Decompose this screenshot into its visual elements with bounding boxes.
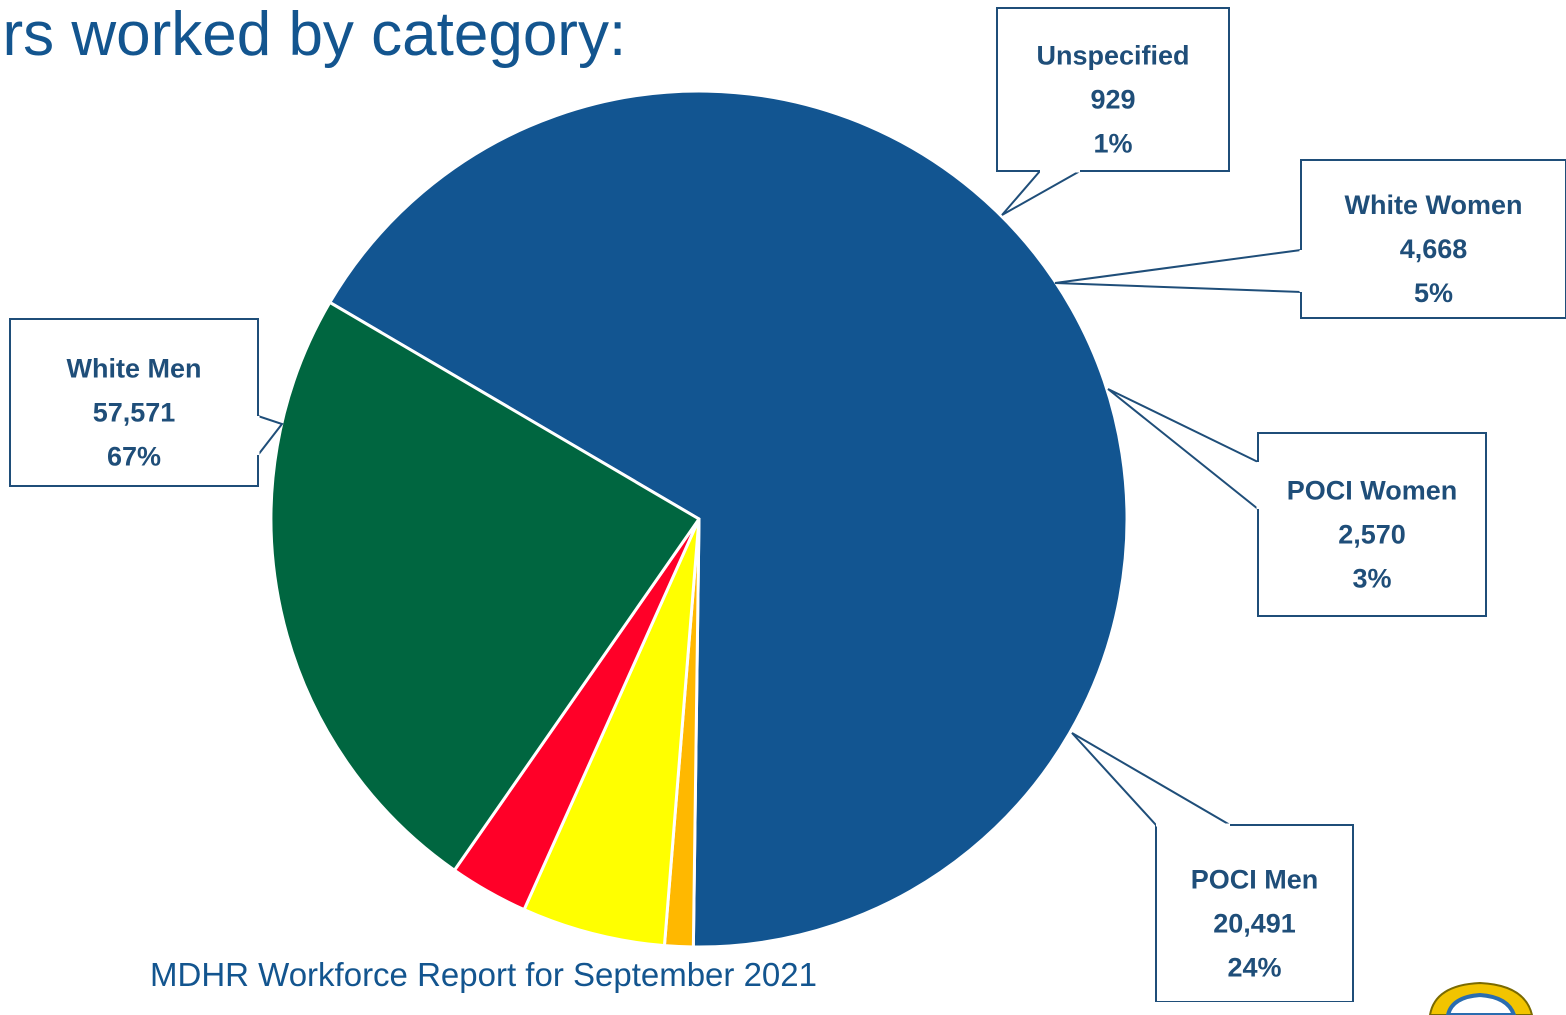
footer-source: MDHR Workforce Report for September 2021 bbox=[150, 956, 817, 993]
callout-pointer bbox=[1071, 732, 1234, 826]
callout-name: POCI Men bbox=[1191, 865, 1319, 895]
pie-slices bbox=[269, 89, 1129, 949]
callout-value: 20,491 bbox=[1213, 909, 1296, 939]
callout-value: 2,570 bbox=[1338, 520, 1406, 550]
callout-pointer bbox=[1001, 170, 1084, 216]
callout-name: POCI Women bbox=[1287, 476, 1458, 506]
callout-poci-women: POCI Women 2,570 3% bbox=[1107, 388, 1487, 617]
callout-percent: 24% bbox=[1227, 953, 1281, 983]
callout-white-men: White Men 57,571 67% bbox=[9, 318, 284, 487]
logo-icon bbox=[1428, 981, 1534, 1015]
callout-box bbox=[996, 7, 1230, 172]
callout-value: 57,571 bbox=[93, 398, 176, 428]
pie-callouts: White Men57,57167%Unspecified9291%White … bbox=[9, 7, 1566, 1002]
callout-percent: 1% bbox=[1093, 129, 1132, 159]
pie-slice-white-women bbox=[522, 517, 701, 948]
callout-box bbox=[1300, 159, 1566, 319]
callout-box bbox=[9, 318, 259, 487]
callout-unspecified: Unspecified 929 1% bbox=[996, 7, 1230, 216]
callout-name: Unspecified bbox=[1036, 41, 1189, 71]
callout-name: White Women bbox=[1345, 190, 1523, 220]
callout-box bbox=[1257, 432, 1487, 617]
callout-percent: 5% bbox=[1414, 278, 1453, 308]
callout-percent: 67% bbox=[107, 442, 161, 472]
pie-slice-poci-men bbox=[269, 300, 701, 872]
callout-pointer bbox=[1054, 248, 1302, 294]
callout-value: 4,668 bbox=[1400, 234, 1468, 264]
callout-box bbox=[1155, 824, 1354, 1002]
callout-value: 929 bbox=[1090, 85, 1135, 115]
callout-poci-men: POCI Men 20,491 24% bbox=[1071, 732, 1354, 1002]
page-title: urs worked by category: bbox=[0, 0, 627, 69]
pie-slice-white-men bbox=[328, 89, 1129, 949]
callout-white-women: White Women 4,668 5% bbox=[1054, 159, 1566, 319]
callout-percent: 3% bbox=[1352, 564, 1391, 594]
callout-name: White Men bbox=[67, 354, 202, 384]
callout-pointer bbox=[1107, 388, 1259, 512]
